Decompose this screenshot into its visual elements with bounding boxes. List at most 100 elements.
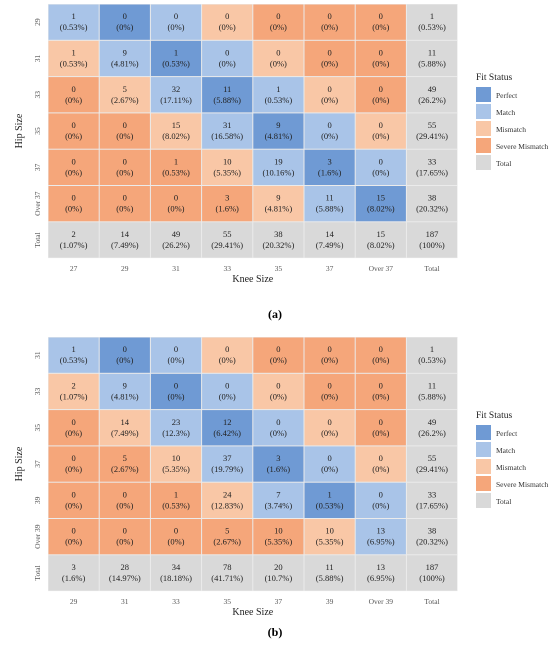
heatmap-cell (253, 222, 304, 258)
cell-percent-label: (7.49%) (111, 240, 139, 250)
cell-percent-label: (0%) (65, 464, 82, 474)
cell-percent-label: (0%) (321, 58, 338, 68)
cell-percent-label: (0%) (65, 167, 82, 177)
heatmap-cell (253, 149, 304, 185)
heatmap-cell (48, 337, 99, 373)
heatmap-cell (355, 555, 406, 591)
cell-percent-label: (0.53%) (162, 500, 190, 510)
heatmap-cell (355, 222, 406, 258)
cell-count-label: 32 (172, 84, 181, 94)
cell-count-label: 0 (276, 417, 280, 427)
heatmap-cell (99, 77, 150, 113)
heatmap-cell (253, 40, 304, 77)
heatmap-cell (304, 40, 355, 77)
heatmap-cell (304, 446, 355, 482)
cell-count-label: 10 (274, 526, 283, 536)
cell-percent-label: (8.02%) (367, 240, 395, 250)
cell-count-label: 0 (379, 84, 383, 94)
heatmap-cell (48, 410, 99, 446)
heatmap-cell (150, 555, 202, 591)
heatmap-cell (150, 482, 202, 518)
x-tick-label: 39 (326, 597, 334, 606)
cell-percent-label: (0%) (116, 22, 133, 32)
cell-count-label: 0 (327, 417, 331, 427)
x-tick-label: 33 (172, 597, 180, 606)
cell-percent-label: (19.79%) (211, 464, 243, 474)
cell-count-label: 14 (121, 229, 130, 239)
cell-count-label: 55 (428, 120, 437, 130)
x-tick-label: 31 (172, 264, 180, 273)
heatmap-cell (253, 373, 304, 410)
cell-count-label: 2 (71, 380, 75, 390)
cell-count-label: 0 (225, 344, 229, 354)
heatmap-cell (202, 149, 253, 185)
heatmap-cell (48, 555, 99, 591)
heatmap-cell (304, 410, 355, 446)
cell-count-label: 0 (123, 156, 127, 166)
cell-percent-label: (0%) (321, 391, 338, 401)
cell-percent-label: (0%) (321, 131, 338, 141)
heatmap-cell (202, 40, 253, 77)
legend-swatch (476, 138, 491, 153)
heatmap-cell (48, 482, 99, 518)
cell-count-label: 0 (379, 156, 383, 166)
y-tick-label: Total (33, 232, 42, 247)
heatmap-cell (150, 40, 202, 77)
cell-count-label: 3 (225, 193, 229, 203)
cell-count-label: 9 (123, 47, 127, 57)
cell-count-label: 1 (174, 47, 178, 57)
heatmap-cell (253, 337, 304, 373)
cell-percent-label: (29.41%) (416, 131, 448, 141)
cell-percent-label: (0%) (65, 131, 82, 141)
cell-percent-label: (16.58%) (211, 131, 243, 141)
cell-count-label: 0 (123, 526, 127, 536)
heatmap-cell (202, 446, 253, 482)
cell-count-label: 0 (71, 489, 75, 499)
x-tick-label: 29 (121, 264, 129, 273)
y-tick-label: 39 (33, 496, 42, 504)
cell-percent-label: (4.81%) (265, 204, 293, 214)
cell-percent-label: (0%) (372, 500, 389, 510)
cell-count-label: 0 (71, 156, 75, 166)
heatmap-cell (304, 373, 355, 410)
cell-count-label: 0 (379, 417, 383, 427)
cell-percent-label: (5.35%) (162, 464, 190, 474)
cell-percent-label: (0%) (168, 22, 185, 32)
heatmap-cell (150, 373, 202, 410)
legend-swatch (476, 155, 491, 170)
cell-percent-label: (5.35%) (265, 537, 293, 547)
cell-percent-label: (8.02%) (162, 131, 190, 141)
heatmap-cell (150, 446, 202, 482)
cell-percent-label: (26.2%) (418, 95, 446, 105)
heatmap-cell (99, 519, 150, 555)
cell-count-label: 55 (223, 229, 232, 239)
y-tick-label: 33 (33, 387, 42, 395)
cell-count-label: 0 (174, 380, 178, 390)
cell-count-label: 15 (172, 120, 181, 130)
cell-count-label: 33 (428, 489, 437, 499)
cell-count-label: 0 (123, 344, 127, 354)
cell-percent-label: (10.16%) (262, 167, 294, 177)
y-tick-label: Over 37 (33, 191, 42, 216)
cell-percent-label: (0%) (372, 464, 389, 474)
y-tick-label: 35 (33, 127, 42, 135)
cell-count-label: 187 (426, 562, 439, 572)
cell-percent-label: (100%) (419, 573, 445, 583)
heatmap-cell (253, 77, 304, 113)
cell-count-label: 0 (276, 344, 280, 354)
legend-label: Severe Mismatch (496, 142, 549, 151)
cell-count-label: 10 (325, 526, 334, 536)
heatmap-cell (99, 113, 150, 149)
cell-count-label: 0 (123, 489, 127, 499)
heatmap-cell (202, 373, 253, 410)
cell-percent-label: (4.81%) (111, 58, 139, 68)
cell-count-label: 11 (326, 562, 334, 572)
heatmap-cell (48, 446, 99, 482)
heatmap-cell (304, 186, 355, 222)
cell-count-label: 9 (276, 193, 280, 203)
cell-percent-label: (12.83%) (211, 500, 243, 510)
y-axis-title: Hip Size (14, 113, 25, 148)
heatmap-cell (202, 186, 253, 222)
heatmap-cell (99, 410, 150, 446)
cell-percent-label: (8.02%) (367, 204, 395, 214)
